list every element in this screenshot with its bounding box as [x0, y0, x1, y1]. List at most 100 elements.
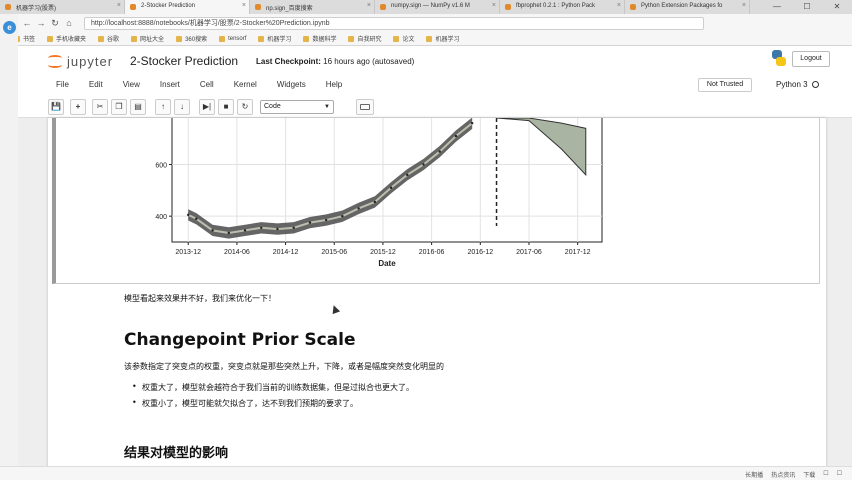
restart-icon[interactable]: ↻ [237, 99, 253, 115]
menu-view[interactable]: View [122, 80, 140, 89]
checkpoint-time: 16 hours ago (autosaved) [323, 57, 415, 66]
home-icon[interactable]: ⌂ [66, 18, 72, 28]
move-down-icon[interactable]: ↓ [174, 99, 190, 115]
bookmark-item[interactable]: 手机收藏夹 [47, 34, 86, 43]
logout-button[interactable]: Logout [792, 51, 830, 67]
paste-icon[interactable]: ▤ [130, 99, 146, 115]
data-point [422, 163, 425, 166]
python-logo-icon [772, 50, 786, 66]
browser-tab-active[interactable]: 2-Stocker Prediction × [125, 0, 250, 14]
close-tab-icon[interactable]: × [241, 2, 246, 9]
x-tick-label: 2013-12 [175, 249, 201, 256]
minimize-icon[interactable]: — [773, 2, 781, 11]
bookmark-item[interactable]: 谷歌 [98, 34, 119, 43]
bookmark-icon [219, 35, 226, 42]
cell-type-value: Code [264, 103, 281, 110]
save-icon[interactable]: 💾 [48, 99, 64, 115]
move-up-icon[interactable]: ↑ [155, 99, 171, 115]
x-tick-label: 2014-06 [224, 249, 250, 256]
not-trusted-button[interactable]: Not Trusted [698, 78, 752, 92]
close-window-icon[interactable]: ✕ [833, 2, 841, 11]
bookmark-label: tensorf [228, 35, 247, 42]
copy-icon[interactable]: ❐ [111, 99, 127, 115]
insert-cell-icon[interactable]: + [70, 99, 86, 115]
bookmark-label: 手机收藏夹 [56, 37, 87, 43]
cut-icon[interactable]: ✂ [92, 99, 108, 115]
notebook-title[interactable]: 2-Stocker Prediction [130, 54, 239, 68]
status-item[interactable]: 热点资讯 [771, 473, 796, 479]
status-item[interactable]: ☐ [836, 471, 842, 477]
menu-kernel[interactable]: Kernel [233, 80, 257, 89]
uncertainty-band [188, 118, 473, 239]
bookmark-icon [258, 35, 265, 42]
url-input[interactable]: http://localhost:8888/notebooks/机器学习/股票/… [84, 16, 704, 30]
bookmark-item[interactable]: 网址大全 [131, 34, 164, 43]
data-point [243, 229, 247, 232]
data-point [260, 226, 263, 229]
menu-edit[interactable]: Edit [88, 80, 103, 89]
run-icon[interactable]: ▶| [199, 99, 215, 115]
x-tick-label: 2015-12 [370, 249, 396, 256]
bookmark-item[interactable]: 机器学习 [258, 34, 291, 43]
section-heading: 结果对模型的影响 [124, 446, 229, 461]
status-item[interactable]: 下载 [803, 473, 816, 479]
data-point [341, 214, 344, 218]
menu-insert[interactable]: Insert [159, 80, 180, 89]
close-tab-icon[interactable]: × [741, 2, 746, 9]
y-tick-label: 400 [155, 214, 167, 221]
browser-tab[interactable]: numpy.sign — NumPy v1.6 M × [375, 0, 500, 14]
browser-tab[interactable]: np.sign_百度搜索 × [250, 0, 375, 14]
menu-help[interactable]: Help [325, 80, 343, 89]
status-item[interactable]: 长期播 [745, 473, 764, 479]
browser-sidebar: e [0, 14, 18, 480]
close-tab-icon[interactable]: × [491, 2, 496, 9]
browser-e-icon[interactable]: e [3, 21, 16, 34]
cell-type-select[interactable]: Code ▼ [260, 100, 334, 114]
status-item[interactable]: ☐ [823, 471, 829, 477]
menu-widgets[interactable]: Widgets [276, 80, 306, 89]
jupyter-logo-text: jupyter [67, 53, 114, 69]
bookmark-item[interactable]: tensorf [219, 35, 247, 42]
data-point [187, 213, 190, 217]
tab-favicon-icon [5, 4, 11, 10]
data-point [195, 217, 198, 220]
browser-tab[interactable]: 机器学习(股票) × [0, 0, 125, 14]
stop-icon[interactable]: ■ [218, 99, 234, 115]
bookmarks-bar: 书签 手机收藏夹 谷歌 网址大全 360搜索 tensorf 机器学习 数据科学… [0, 32, 852, 46]
plot-area [171, 118, 603, 243]
bookmark-icon [303, 35, 310, 42]
bookmark-icon [393, 35, 400, 42]
close-tab-icon[interactable]: × [616, 2, 621, 9]
bookmark-item[interactable]: 自我研究 [348, 34, 381, 43]
forecast-band [496, 118, 587, 177]
forecast-chart: 2013-12 2014-06 2014-12 2015-06 2015-12 2016-… [155, 118, 603, 268]
back-icon[interactable]: ← [22, 18, 32, 28]
bookmark-item[interactable]: 360搜索 [176, 34, 207, 43]
kernel-idle-icon [811, 81, 819, 88]
close-tab-icon[interactable]: × [366, 2, 371, 9]
bookmark-label: 网址大全 [140, 37, 165, 43]
keyboard-icon[interactable] [356, 99, 374, 115]
tab-label: np.sign_百度搜索 [266, 6, 313, 12]
bookmark-label: 谷歌 [107, 37, 120, 43]
data-point [454, 134, 458, 138]
bookmark-item[interactable]: 论文 [393, 34, 414, 43]
data-point [470, 121, 474, 125]
maximize-icon[interactable]: ☐ [803, 2, 811, 11]
x-tick-label: 2017-12 [565, 249, 591, 256]
bookmark-item[interactable]: 机器学习 [426, 34, 460, 43]
data-point [357, 207, 360, 210]
kernel-name: Python 3 [776, 80, 808, 89]
refresh-icon[interactable]: ↻ [51, 17, 59, 28]
browser-tab[interactable]: fbprophet 0.2.1 : Python Pack × [500, 0, 625, 14]
y-tick-label: 600 [155, 163, 167, 170]
browser-tab[interactable]: Python Extension Packages fo × [625, 0, 750, 14]
close-tab-icon[interactable]: × [116, 2, 121, 9]
menu-file[interactable]: File [56, 80, 69, 89]
jupyter-logo[interactable]: jupyter [46, 52, 113, 70]
tab-favicon-icon [255, 4, 261, 10]
menu-cell[interactable]: Cell [199, 80, 214, 89]
forward-icon[interactable]: → [36, 18, 46, 28]
bookmark-icon [176, 35, 183, 42]
bookmark-item[interactable]: 数据科学 [303, 34, 336, 43]
